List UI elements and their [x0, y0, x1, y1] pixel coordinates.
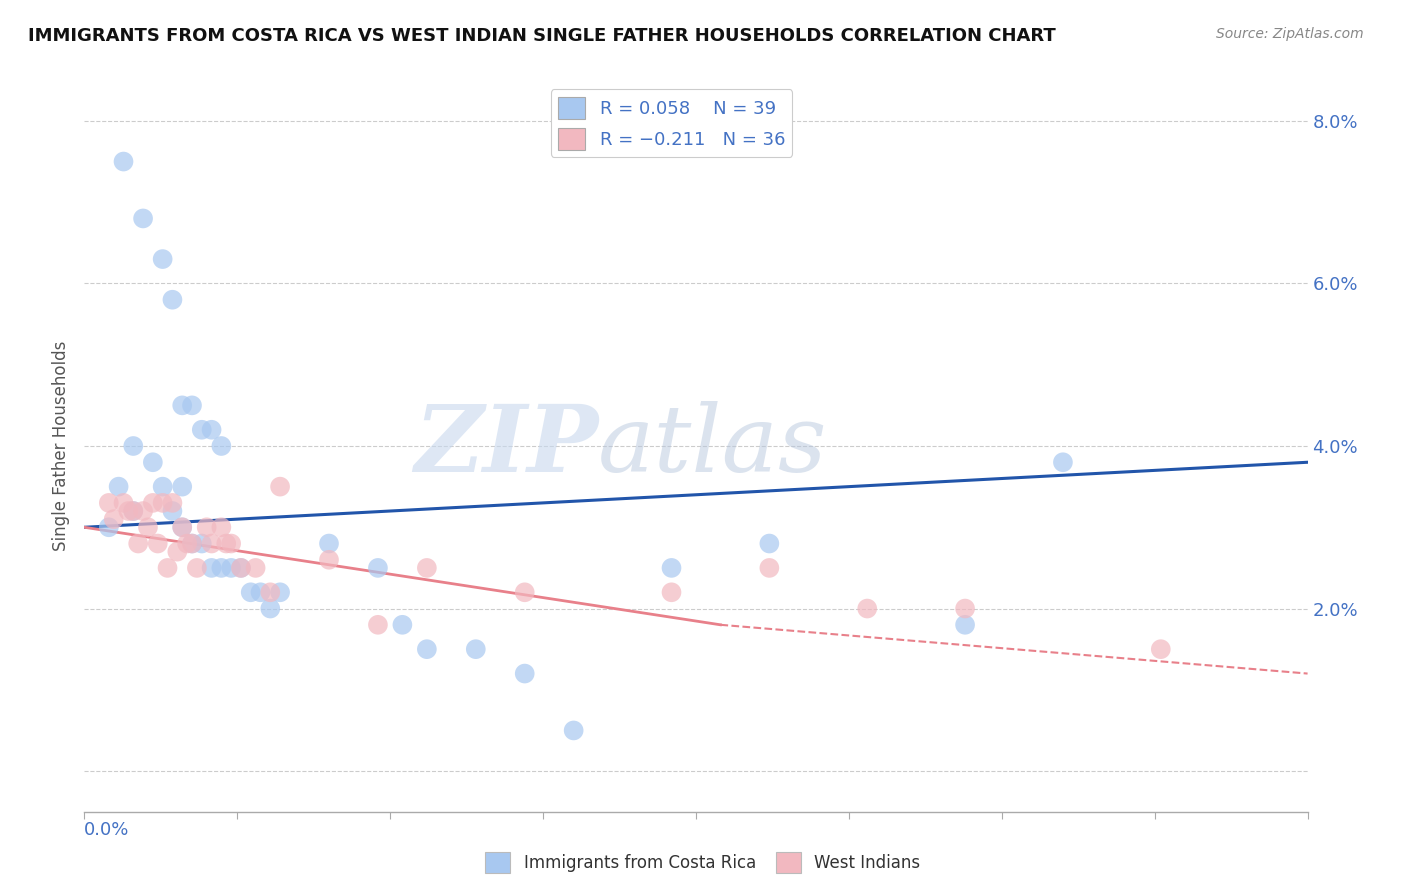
Point [416, 642, 439, 657]
Text: Source: ZipAtlas.com: Source: ZipAtlas.com [1216, 27, 1364, 41]
Point [162, 293, 184, 307]
Point [259, 585, 281, 599]
Point [191, 423, 214, 437]
Point [172, 520, 194, 534]
Point [162, 504, 184, 518]
Point [219, 561, 242, 575]
Point [97, 496, 120, 510]
Point [152, 496, 174, 510]
Point [953, 601, 976, 615]
Point [562, 723, 585, 738]
Point [122, 504, 145, 518]
Point [172, 398, 194, 412]
Point [200, 423, 222, 437]
Point [1150, 642, 1173, 657]
Point [229, 561, 252, 575]
Point [152, 480, 174, 494]
Point [416, 561, 439, 575]
Point [112, 496, 135, 510]
Point [758, 536, 780, 550]
Point [661, 561, 683, 575]
Point [215, 536, 238, 550]
Point [200, 561, 222, 575]
Point [229, 561, 252, 575]
Point [166, 544, 188, 558]
Point [367, 617, 389, 632]
Text: atlas: atlas [598, 401, 828, 491]
Point [172, 480, 194, 494]
Legend: R = 0.058    N = 39, R = −0.211   N = 36: R = 0.058 N = 39, R = −0.211 N = 36 [551, 89, 792, 157]
Point [117, 504, 139, 518]
Y-axis label: Single Father Households: Single Father Households [52, 341, 70, 551]
Point [464, 642, 486, 657]
Point [142, 496, 165, 510]
Point [132, 211, 155, 226]
Point [269, 480, 291, 494]
Point [200, 536, 222, 550]
Point [318, 536, 340, 550]
Point [142, 455, 165, 469]
Point [107, 480, 129, 494]
Point [127, 536, 149, 550]
Point [513, 666, 536, 681]
Point [239, 585, 262, 599]
Point [269, 585, 291, 599]
Point [112, 154, 135, 169]
Point [367, 561, 389, 575]
Point [318, 553, 340, 567]
Point [162, 496, 184, 510]
Point [245, 561, 267, 575]
Point [661, 585, 683, 599]
Point [181, 398, 204, 412]
Point [181, 536, 204, 550]
Point [156, 561, 179, 575]
Point [132, 504, 155, 518]
Point [1052, 455, 1074, 469]
Point [195, 520, 218, 534]
Point [103, 512, 125, 526]
Point [122, 504, 145, 518]
Point [97, 520, 120, 534]
Point [146, 536, 169, 550]
Point [856, 601, 879, 615]
Point [219, 536, 242, 550]
Point [758, 561, 780, 575]
Text: 0.0%: 0.0% [84, 822, 129, 839]
Point [513, 585, 536, 599]
Point [953, 617, 976, 632]
Point [172, 520, 194, 534]
Point [249, 585, 271, 599]
Text: IMMIGRANTS FROM COSTA RICA VS WEST INDIAN SINGLE FATHER HOUSEHOLDS CORRELATION C: IMMIGRANTS FROM COSTA RICA VS WEST INDIA… [28, 27, 1056, 45]
Point [186, 561, 208, 575]
Point [176, 536, 198, 550]
Point [191, 536, 214, 550]
Point [209, 520, 232, 534]
Point [122, 439, 145, 453]
Point [209, 561, 232, 575]
Point [391, 617, 413, 632]
Point [209, 439, 232, 453]
Text: ZIP: ZIP [413, 401, 598, 491]
Point [136, 520, 159, 534]
Legend: Immigrants from Costa Rica, West Indians: Immigrants from Costa Rica, West Indians [479, 846, 927, 880]
Point [152, 252, 174, 266]
Point [181, 536, 204, 550]
Point [259, 601, 281, 615]
